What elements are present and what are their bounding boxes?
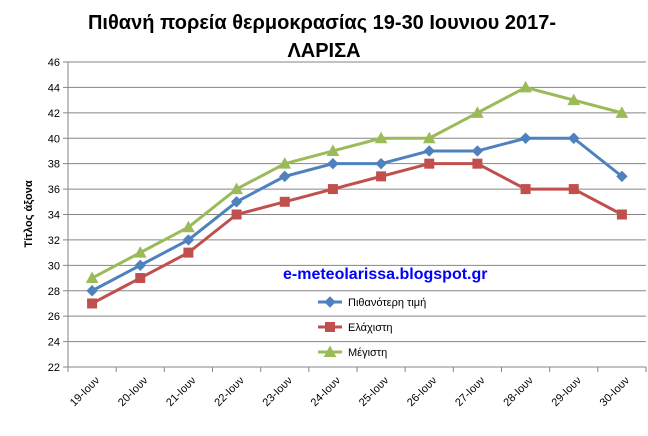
series-1-point — [182, 234, 195, 246]
series-2-point — [472, 158, 483, 169]
series-3-point — [567, 93, 581, 106]
legend-swatch-marker — [324, 296, 336, 308]
series-2-point — [376, 171, 387, 182]
series-line-1 — [91, 136, 623, 293]
series-3-point — [133, 246, 147, 258]
series-2-point — [616, 209, 627, 220]
series-3-point — [230, 182, 243, 195]
series-2-point — [327, 184, 338, 195]
chart-title-line-2: ΛΑΡΙΣΑ — [287, 40, 361, 62]
y-tick-label: 32 — [48, 235, 60, 247]
x-tick-label: 25-Ιουν — [357, 374, 392, 409]
y-tick-label: 26 — [48, 311, 60, 323]
series-2-point — [568, 184, 579, 195]
x-tick-label: 22-Ιουν — [212, 374, 247, 409]
series-3-point — [326, 144, 340, 156]
y-tick-label: 42 — [48, 108, 60, 120]
x-tick-label: 30-Ιουν — [598, 374, 633, 409]
series-1-point — [471, 145, 484, 157]
x-tick-label: 21-Ιουν — [164, 374, 199, 409]
x-tick-label: 20-Ιουν — [116, 374, 151, 409]
series-3-point — [85, 271, 99, 284]
series-3-point — [615, 106, 629, 118]
series-3-point — [422, 131, 436, 144]
series-1-point — [519, 132, 532, 144]
x-tick-label: 23-Ιουν — [261, 374, 296, 409]
series-1-point — [134, 259, 146, 272]
series-2-point — [231, 209, 242, 220]
legend-entry-label: Μέγιστη — [348, 347, 387, 359]
series-2-point — [135, 273, 146, 284]
y-tick-label: 36 — [48, 184, 60, 196]
series-1-point — [86, 285, 98, 297]
y-tick-label: 46 — [48, 57, 60, 69]
series-2-point — [87, 298, 98, 309]
series-3-point — [519, 80, 532, 93]
y-tick-label: 38 — [48, 159, 60, 171]
x-tick-label: 26-Ιουν — [405, 374, 440, 409]
legend-entry-label: Ελάχιστη — [348, 322, 393, 334]
series-2-point — [279, 196, 290, 207]
y-tick-label: 22 — [48, 362, 60, 374]
series-1-point — [423, 145, 435, 157]
legend-swatch-marker — [323, 345, 337, 357]
x-tick-label: 24-Ιουν — [309, 374, 344, 409]
series-3-point — [182, 220, 195, 233]
y-tick-label: 24 — [48, 337, 60, 349]
series-line-2 — [91, 162, 623, 305]
series-1-point — [327, 157, 339, 170]
legend-entry-label: Πιθανότερη τιμή — [348, 297, 426, 309]
y-tick-label: 44 — [48, 82, 60, 94]
series-1-point — [279, 170, 291, 183]
series-1-point — [230, 196, 243, 208]
y-tick-label: 30 — [48, 260, 60, 272]
x-tick-label: 28-Ιουν — [501, 374, 536, 409]
x-tick-label: 27-Ιουν — [453, 374, 488, 409]
series-1-point — [616, 170, 628, 183]
y-tick-label: 40 — [48, 133, 60, 145]
series-2-point — [183, 247, 194, 258]
legend-swatch-marker — [325, 322, 335, 332]
series-2-point — [424, 158, 435, 169]
y-tick-label: 28 — [48, 286, 60, 298]
series-3-point — [471, 106, 484, 118]
series-line-3 — [91, 85, 623, 280]
x-tick-label: 29-Ιουν — [550, 374, 585, 409]
watermark-annotation: e-meteolarissa.blogspot.gr — [283, 266, 488, 283]
series-2-point — [520, 184, 531, 195]
series-3-point — [374, 131, 388, 144]
series-1-point — [375, 157, 387, 170]
y-axis-title: Τίτλος άξονα — [23, 180, 35, 248]
y-tick-label: 34 — [48, 210, 60, 222]
x-tick-label: 19-Ιουν — [68, 374, 103, 409]
chart-title-line-1: Πιθανή πορεία θερμοκρασίας 19-30 Ιουνιου… — [87, 12, 557, 34]
series-1-point — [568, 132, 580, 144]
series-3-point — [278, 157, 292, 169]
